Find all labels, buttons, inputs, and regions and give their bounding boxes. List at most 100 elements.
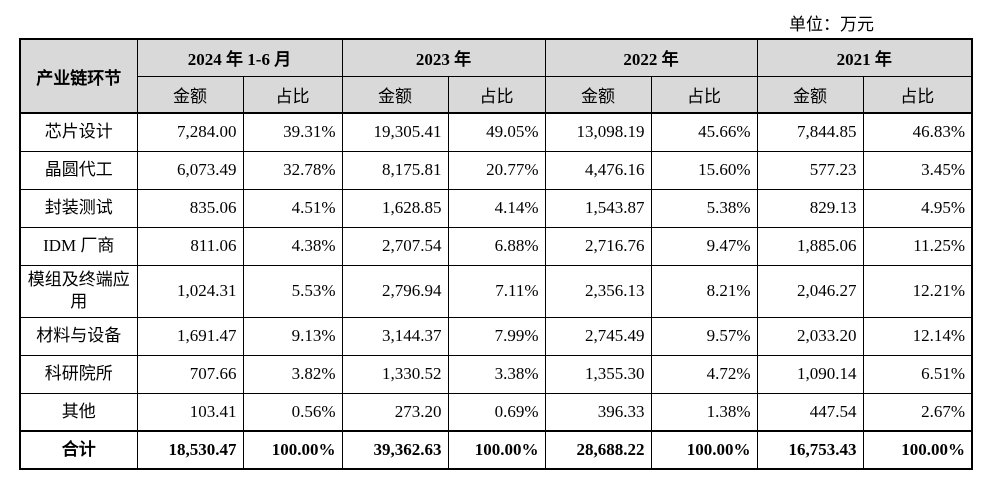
table-row: 模组及终端应用 1,024.31 5.53% 2,796.94 7.11% 2,356.1… bbox=[19, 264, 973, 318]
cell-ratio: 2.67% bbox=[862, 392, 973, 432]
row-segment-name: 封装测试 bbox=[19, 188, 138, 228]
total-ratio: 100.00% bbox=[242, 430, 343, 470]
cell-ratio: 46.83% bbox=[862, 112, 973, 152]
cell-amount: 1,628.85 bbox=[341, 188, 449, 228]
header-period-2024h1: 2024 年 1-6 月 bbox=[136, 38, 343, 77]
header-amount: 金额 bbox=[341, 75, 449, 114]
cell-ratio: 1.38% bbox=[650, 392, 758, 432]
cell-amount: 1,355.30 bbox=[544, 354, 652, 394]
row-segment-name: 其他 bbox=[19, 392, 138, 432]
cell-amount: 2,745.49 bbox=[544, 316, 652, 356]
cell-ratio: 39.31% bbox=[242, 112, 343, 152]
cell-ratio: 4.38% bbox=[242, 226, 343, 266]
cell-amount: 396.33 bbox=[544, 392, 652, 432]
total-amount: 28,688.22 bbox=[544, 430, 652, 470]
cell-amount: 8,175.81 bbox=[341, 150, 449, 190]
cell-amount: 1,330.52 bbox=[341, 354, 449, 394]
cell-ratio: 49.05% bbox=[447, 112, 546, 152]
cell-ratio: 3.45% bbox=[862, 150, 973, 190]
cell-ratio: 4.14% bbox=[447, 188, 546, 228]
cell-amount: 4,476.16 bbox=[544, 150, 652, 190]
header-period-2022: 2022 年 bbox=[544, 38, 758, 77]
cell-amount: 13,098.19 bbox=[544, 112, 652, 152]
industry-chain-table: 产业链环节 2024 年 1-6 月 2023 年 2022 年 2021 年 … bbox=[19, 38, 974, 470]
cell-ratio: 9.47% bbox=[650, 226, 758, 266]
cell-ratio: 3.38% bbox=[447, 354, 546, 394]
unit-label: 单位：万元 bbox=[789, 15, 874, 34]
cell-amount: 811.06 bbox=[136, 226, 244, 266]
row-segment-name: 科研院所 bbox=[19, 354, 138, 394]
cell-amount: 1,024.31 bbox=[136, 264, 244, 318]
table-row: 晶圆代工 6,073.49 32.78% 8,175.81 20.77% 4,476.16… bbox=[19, 150, 973, 190]
total-amount: 18,530.47 bbox=[136, 430, 244, 470]
cell-ratio: 5.53% bbox=[242, 264, 343, 318]
cell-ratio: 7.99% bbox=[447, 316, 546, 356]
cell-amount: 707.66 bbox=[136, 354, 244, 394]
total-label: 合计 bbox=[19, 430, 138, 470]
cell-ratio: 12.21% bbox=[862, 264, 973, 318]
header-amount: 金额 bbox=[756, 75, 864, 114]
cell-amount: 1,543.87 bbox=[544, 188, 652, 228]
header-amount: 金额 bbox=[544, 75, 652, 114]
cell-amount: 829.13 bbox=[756, 188, 864, 228]
header-period-2023: 2023 年 bbox=[341, 38, 546, 77]
cell-amount: 1,885.06 bbox=[756, 226, 864, 266]
cell-amount: 447.54 bbox=[756, 392, 864, 432]
total-amount: 39,362.63 bbox=[341, 430, 449, 470]
cell-ratio: 4.51% bbox=[242, 188, 343, 228]
row-segment-name: IDM 厂商 bbox=[19, 226, 138, 266]
cell-amount: 7,284.00 bbox=[136, 112, 244, 152]
cell-ratio: 9.13% bbox=[242, 316, 343, 356]
total-ratio: 100.00% bbox=[650, 430, 758, 470]
cell-ratio: 0.69% bbox=[447, 392, 546, 432]
cell-amount: 2,356.13 bbox=[544, 264, 652, 318]
cell-amount: 2,046.27 bbox=[756, 264, 864, 318]
total-ratio: 100.00% bbox=[862, 430, 973, 470]
header-period-2021: 2021 年 bbox=[756, 38, 973, 77]
row-segment-name: 芯片设计 bbox=[19, 112, 138, 152]
cell-ratio: 11.25% bbox=[862, 226, 973, 266]
table-row: 封装测试 835.06 4.51% 1,628.85 4.14% 1,543.87 5.38… bbox=[19, 188, 973, 228]
header-segment: 产业链环节 bbox=[19, 38, 138, 114]
header-ratio: 占比 bbox=[862, 75, 973, 114]
cell-ratio: 20.77% bbox=[447, 150, 546, 190]
cell-ratio: 12.14% bbox=[862, 316, 973, 356]
cell-ratio: 3.82% bbox=[242, 354, 343, 394]
cell-amount: 7,844.85 bbox=[756, 112, 864, 152]
cell-ratio: 32.78% bbox=[242, 150, 343, 190]
cell-ratio: 4.95% bbox=[862, 188, 973, 228]
cell-amount: 577.23 bbox=[756, 150, 864, 190]
cell-amount: 19,305.41 bbox=[341, 112, 449, 152]
table-row: 材料与设备 1,691.47 9.13% 3,144.37 7.99% 2,745.49 9… bbox=[19, 316, 973, 356]
cell-amount: 2,707.54 bbox=[341, 226, 449, 266]
header-ratio: 占比 bbox=[650, 75, 758, 114]
cell-ratio: 9.57% bbox=[650, 316, 758, 356]
cell-ratio: 45.66% bbox=[650, 112, 758, 152]
row-segment-name: 材料与设备 bbox=[19, 316, 138, 356]
total-row: 合计 18,530.47 100.00% 39,362.63 100.00% 28,688… bbox=[19, 430, 973, 470]
table-row: 芯片设计 7,284.00 39.31% 19,305.41 49.05% 13,098.… bbox=[19, 112, 973, 152]
total-amount: 16,753.43 bbox=[756, 430, 864, 470]
cell-ratio: 0.56% bbox=[242, 392, 343, 432]
cell-amount: 1,090.14 bbox=[756, 354, 864, 394]
cell-ratio: 4.72% bbox=[650, 354, 758, 394]
cell-ratio: 6.88% bbox=[447, 226, 546, 266]
cell-amount: 273.20 bbox=[341, 392, 449, 432]
cell-ratio: 7.11% bbox=[447, 264, 546, 318]
cell-amount: 103.41 bbox=[136, 392, 244, 432]
cell-amount: 2,716.76 bbox=[544, 226, 652, 266]
table-row: 其他 103.41 0.56% 273.20 0.69% 396.33 1.38% 447.5… bbox=[19, 392, 973, 432]
cell-amount: 835.06 bbox=[136, 188, 244, 228]
cell-ratio: 8.21% bbox=[650, 264, 758, 318]
header-ratio: 占比 bbox=[447, 75, 546, 114]
row-segment-name: 晶圆代工 bbox=[19, 150, 138, 190]
cell-amount: 6,073.49 bbox=[136, 150, 244, 190]
header-ratio: 占比 bbox=[242, 75, 343, 114]
cell-amount: 1,691.47 bbox=[136, 316, 244, 356]
cell-ratio: 5.38% bbox=[650, 188, 758, 228]
cell-amount: 3,144.37 bbox=[341, 316, 449, 356]
table-row: 科研院所 707.66 3.82% 1,330.52 3.38% 1,355.30 4.72… bbox=[19, 354, 973, 394]
cell-ratio: 15.60% bbox=[650, 150, 758, 190]
cell-ratio: 6.51% bbox=[862, 354, 973, 394]
total-ratio: 100.00% bbox=[447, 430, 546, 470]
